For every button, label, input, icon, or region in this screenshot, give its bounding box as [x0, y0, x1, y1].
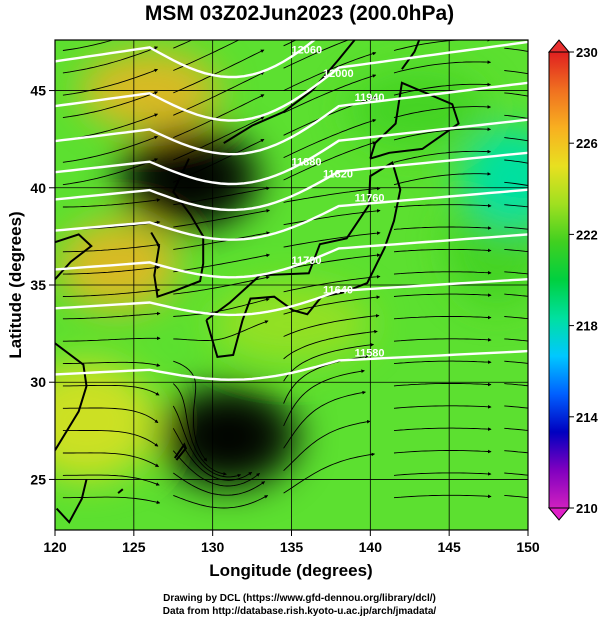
x-axis: 120 125 130 135 140 145 150	[43, 530, 540, 555]
contour-line	[55, 188, 528, 241]
contour-label: 12000	[323, 68, 354, 80]
y-tick-label: 25	[30, 471, 46, 487]
y-tick-label: 40	[30, 180, 46, 196]
contour-label: 11700	[292, 255, 322, 267]
x-tick-label: 125	[122, 539, 146, 555]
x-tick-label: 150	[516, 539, 540, 555]
contour-label: 11940	[355, 92, 385, 104]
colorbar-tick-label: 214	[576, 410, 598, 425]
map-title: MSM 03Z02Jun2023 (200.0hPa)	[144, 2, 455, 25]
contour-line	[55, 40, 317, 79]
y-tick-label: 30	[30, 374, 46, 390]
contour-line	[55, 40, 528, 122]
x-tick-label: 135	[280, 539, 304, 555]
colorbar-tick-label: 226	[576, 136, 598, 151]
coastlines	[55, 40, 460, 524]
x-tick-label: 120	[43, 539, 67, 555]
cool-center-east-cool	[462, 128, 528, 229]
footer-credit-dcl: Drawing by DCL (https://www.gfd-dennou.o…	[163, 593, 436, 604]
colorbar: 210 214 218 222 226 230	[547, 39, 598, 521]
colorbar-top-arrow	[547, 39, 571, 53]
contour-line	[55, 233, 528, 279]
contour-line	[55, 81, 528, 156]
colorbar-ramp	[548, 51, 570, 509]
contour-label: 11820	[323, 168, 353, 180]
x-tick-label: 145	[437, 539, 461, 555]
y-tick-label: 35	[30, 277, 46, 293]
x-tick-label: 140	[359, 539, 383, 555]
contour-line	[55, 349, 528, 381]
contour-line	[55, 151, 528, 212]
contour-line	[55, 278, 528, 317]
colorbar-tick-label: 222	[576, 227, 598, 242]
contour-label: 11580	[355, 348, 385, 360]
contour-label: 11640	[323, 284, 353, 296]
colorbar-tick-label: 230	[576, 45, 598, 60]
contour-label: 11760	[355, 193, 385, 205]
warm-center-south-warm	[194, 410, 263, 463]
colorbar-tick-label: 210	[576, 501, 598, 516]
contour-label: 11880	[292, 157, 322, 169]
contour-line	[55, 118, 528, 186]
x-tick-label: 130	[201, 539, 225, 555]
y-axis: 25 30 35 40 45	[30, 83, 55, 487]
y-axis-label: Latitude (degrees)	[6, 211, 25, 358]
colorbar-bottom-arrow	[547, 507, 571, 521]
colorbar-tick-label: 218	[576, 319, 598, 334]
y-tick-label: 45	[30, 83, 46, 99]
contour-label: 12060	[292, 45, 323, 57]
footer-credit-data: Data from http://database.rish.kyoto-u.a…	[162, 606, 437, 617]
x-axis-label: Longitude (degrees)	[209, 561, 372, 580]
